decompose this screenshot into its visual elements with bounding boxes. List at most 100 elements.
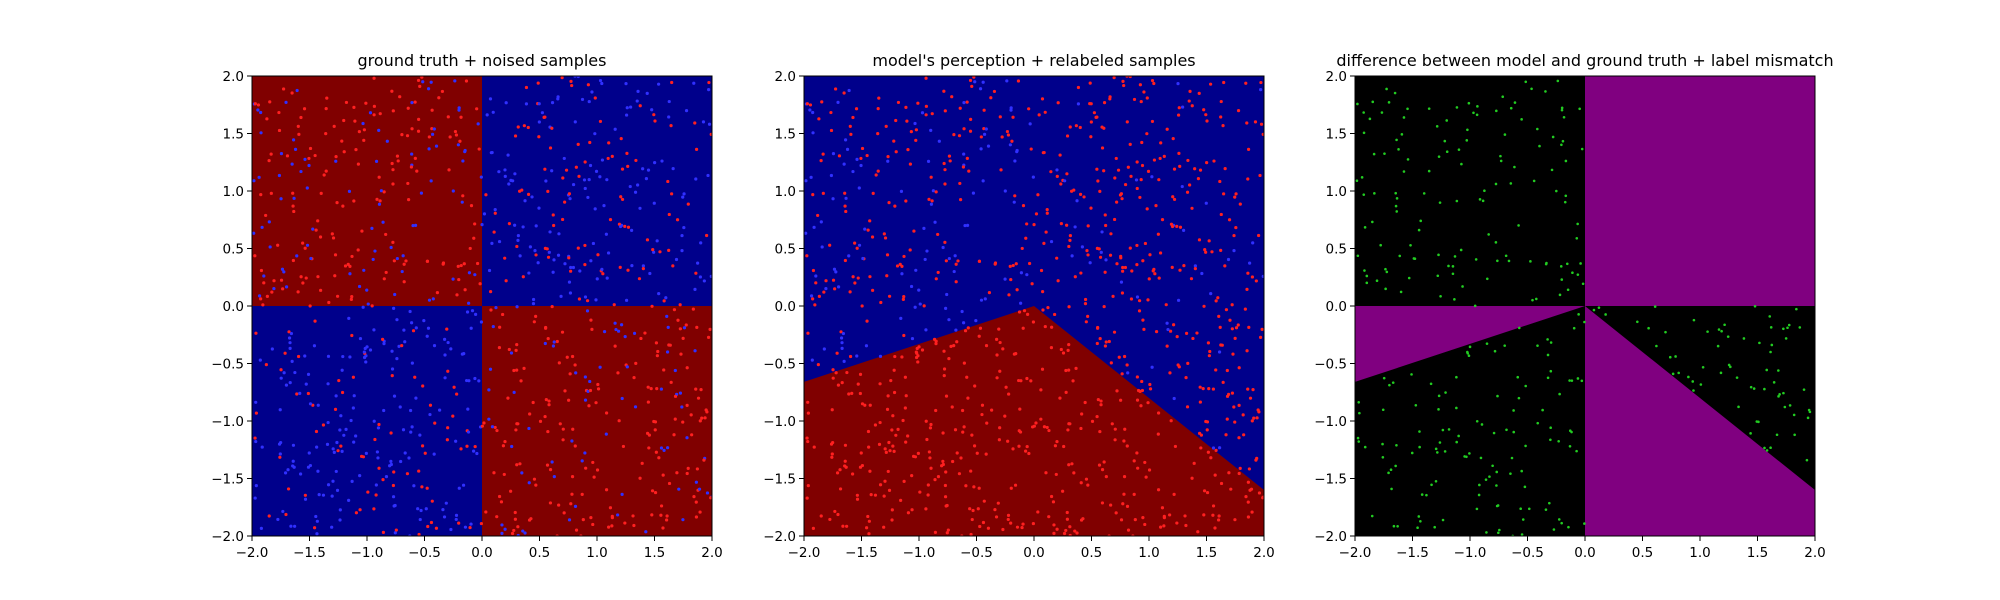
- sample-point: [1021, 326, 1025, 330]
- sample-point: [1076, 102, 1081, 106]
- sample-point: [1081, 517, 1085, 521]
- sample-point: [457, 108, 461, 112]
- sample-point: [654, 450, 658, 454]
- sample-point: [507, 222, 511, 226]
- sample-point: [276, 243, 280, 247]
- sample-point: [1100, 468, 1105, 472]
- sample-point: [1178, 268, 1182, 272]
- sample-point: [936, 475, 941, 479]
- sample-point: [1152, 81, 1156, 86]
- sample-point: [533, 249, 537, 253]
- sample-point: [968, 507, 972, 511]
- sample-point: [943, 495, 948, 499]
- mismatch-point: [1399, 290, 1403, 294]
- sample-point: [1015, 525, 1020, 529]
- sample-point: [855, 354, 859, 358]
- sample-point: [1027, 451, 1031, 456]
- sample-point: [1054, 472, 1058, 477]
- sample-point: [601, 272, 605, 276]
- sample-point: [870, 235, 875, 239]
- mismatch-point: [1383, 152, 1386, 155]
- sample-point: [357, 284, 362, 289]
- sample-point: [941, 245, 945, 250]
- sample-point: [689, 413, 693, 417]
- sample-point: [1141, 318, 1145, 322]
- sample-point: [646, 400, 650, 404]
- sample-point: [948, 159, 952, 163]
- sample-point: [929, 128, 933, 132]
- sample-point: [592, 475, 596, 479]
- sample-point: [446, 426, 450, 430]
- sample-point: [936, 270, 940, 275]
- sample-point: [552, 223, 556, 228]
- sample-point: [1049, 346, 1054, 350]
- sample-point: [418, 84, 422, 89]
- sample-point: [454, 513, 459, 517]
- sample-point: [922, 304, 926, 308]
- mismatch-point: [1394, 191, 1398, 195]
- sample-point: [1029, 147, 1033, 151]
- sample-point: [1198, 400, 1202, 404]
- sample-point: [570, 83, 574, 88]
- mismatch-point: [1580, 147, 1584, 151]
- mismatch-point: [1777, 369, 1780, 372]
- sample-point: [977, 259, 982, 263]
- sample-point: [515, 463, 519, 467]
- mismatch-point: [1583, 522, 1586, 525]
- sample-point: [1186, 361, 1190, 365]
- sample-point: [335, 488, 340, 492]
- sample-point: [607, 141, 611, 145]
- sample-point: [904, 199, 908, 203]
- sample-point: [876, 107, 880, 111]
- sample-point: [1070, 254, 1074, 258]
- sample-point: [654, 341, 659, 345]
- mismatch-point: [1699, 383, 1703, 386]
- sample-point: [902, 479, 906, 483]
- sample-point: [1012, 200, 1016, 204]
- sample-point: [398, 95, 402, 99]
- sample-point: [1103, 213, 1107, 217]
- sample-point: [931, 189, 935, 193]
- mismatch-point: [1434, 479, 1438, 483]
- sample-point: [1135, 398, 1140, 402]
- sample-point: [943, 483, 948, 488]
- sample-point: [1219, 115, 1223, 119]
- sample-point: [424, 507, 428, 511]
- sample-point: [934, 408, 938, 413]
- sample-point: [295, 392, 299, 396]
- sample-point: [507, 347, 511, 352]
- mismatch-point: [1524, 80, 1528, 84]
- sample-point: [474, 312, 478, 316]
- sample-point: [1219, 99, 1223, 104]
- sample-point: [277, 110, 281, 115]
- sample-point: [816, 363, 820, 367]
- sample-point: [509, 351, 514, 355]
- sample-point: [1078, 192, 1083, 196]
- sample-point: [490, 241, 494, 245]
- sample-point: [841, 524, 845, 528]
- sample-point: [916, 360, 920, 364]
- mismatch-point: [1475, 507, 1479, 511]
- sample-point: [1135, 375, 1139, 379]
- sample-point: [913, 305, 917, 309]
- sample-point: [968, 78, 973, 83]
- sample-point: [655, 239, 659, 243]
- sample-point: [987, 291, 992, 295]
- sample-point: [565, 355, 569, 359]
- mismatch-point: [1357, 401, 1361, 404]
- sample-point: [1009, 108, 1013, 112]
- sample-point: [1214, 448, 1218, 452]
- sample-point: [682, 225, 686, 230]
- mismatch-point: [1384, 287, 1387, 291]
- sample-point: [859, 156, 863, 161]
- sample-point: [640, 461, 644, 465]
- mismatch-point: [1520, 533, 1524, 536]
- sample-point: [291, 204, 295, 208]
- mismatch-point: [1564, 159, 1568, 163]
- sample-point: [1222, 80, 1226, 85]
- sample-point: [914, 355, 919, 360]
- sample-point: [973, 80, 977, 84]
- sample-point: [510, 444, 514, 449]
- mismatch-point: [1562, 115, 1566, 119]
- sample-point: [1162, 154, 1166, 158]
